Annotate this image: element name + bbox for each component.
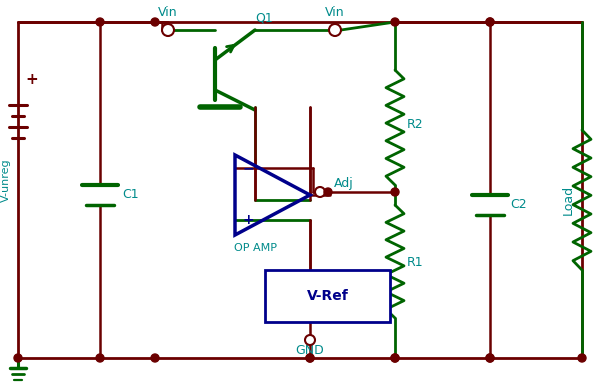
Circle shape — [14, 354, 22, 362]
Circle shape — [96, 18, 104, 26]
Circle shape — [96, 354, 104, 362]
Circle shape — [324, 188, 332, 196]
Text: Vin: Vin — [158, 5, 178, 18]
Text: +: + — [242, 213, 254, 227]
Circle shape — [391, 188, 399, 196]
Circle shape — [578, 354, 586, 362]
Text: R2: R2 — [407, 118, 424, 131]
Text: V-Ref: V-Ref — [307, 289, 349, 303]
Circle shape — [486, 18, 494, 26]
Text: R1: R1 — [407, 255, 424, 269]
Circle shape — [486, 354, 494, 362]
Circle shape — [306, 354, 314, 362]
Text: Q1: Q1 — [255, 11, 273, 25]
Circle shape — [391, 354, 399, 362]
Circle shape — [315, 187, 325, 197]
Circle shape — [391, 354, 399, 362]
Circle shape — [151, 354, 159, 362]
Text: −: − — [242, 161, 254, 175]
Circle shape — [162, 24, 174, 36]
Circle shape — [306, 354, 314, 362]
Bar — [265, 270, 390, 322]
Text: +: + — [26, 72, 38, 88]
Text: Adj: Adj — [334, 178, 354, 190]
Text: V-unreg: V-unreg — [1, 158, 11, 202]
Circle shape — [305, 335, 315, 345]
Text: Vin: Vin — [325, 5, 345, 18]
Circle shape — [486, 354, 494, 362]
Text: Load: Load — [562, 185, 575, 215]
Circle shape — [329, 24, 341, 36]
Text: GND: GND — [296, 344, 325, 357]
Text: C2: C2 — [510, 199, 527, 212]
Circle shape — [391, 18, 399, 26]
Text: C1: C1 — [122, 188, 139, 201]
Text: OP AMP: OP AMP — [233, 243, 277, 253]
Circle shape — [486, 18, 494, 26]
Circle shape — [151, 18, 159, 26]
